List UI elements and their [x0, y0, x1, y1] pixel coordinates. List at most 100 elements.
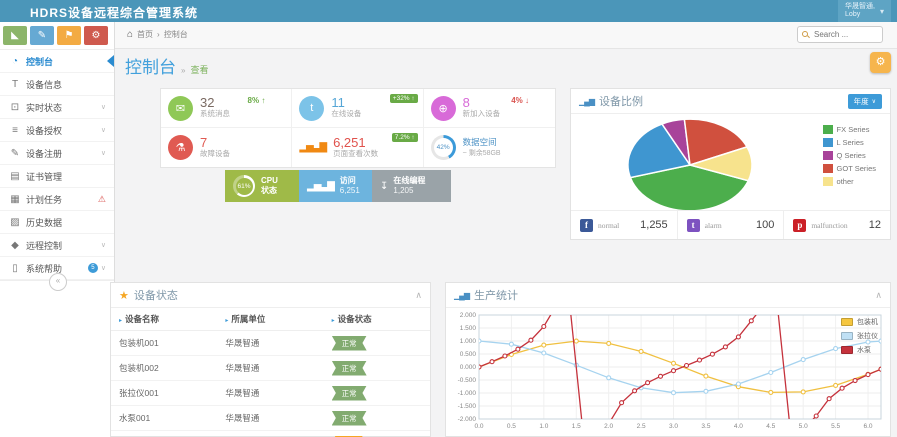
sidebar-nav: ◔ 控制台 T 设备信息 ⊡ 实时状态 ∨ ≡ 设备授权 ∨ ✎ 设备注册 ∨ ▤ 证书管理 ▦ 计划任务 ⚠ ▨ 历… [0, 50, 114, 280]
sidebar-item-label: 控制台 [26, 56, 54, 67]
user-menu[interactable]: 华晟智通, Loby ▾ [838, 0, 891, 22]
axis-tick-label: 1.0 [539, 423, 548, 430]
breadcrumb-home[interactable]: 首页 [137, 30, 154, 39]
footer-value: 1,255 [640, 219, 668, 231]
legend-item-水泵[interactable]: 水泵 [841, 345, 878, 355]
stat-delta: 8% ↑ [247, 96, 266, 105]
axis-tick-label: 2.000 [460, 312, 477, 319]
legend-label: GOT Series [836, 164, 876, 173]
sidebar-item-历史数据[interactable]: ▨ 历史数据 [0, 211, 114, 234]
data-point [541, 350, 547, 356]
data-point [657, 373, 664, 379]
stats-summary-card: ✉ 32 系统消息 8% ↑ t 11 在线设备 +32% ↑ ⊕ 8 新加入设备 4% ↓ ⚗ 7 故障设… [160, 88, 556, 168]
chevron-down-icon: ∨ [100, 242, 106, 249]
sidebar-item-设备注册[interactable]: ✎ 设备注册 ∨ [0, 142, 114, 165]
area-chart-button[interactable]: ◣ [3, 26, 27, 45]
shirt-button[interactable]: ⚑ [57, 26, 81, 45]
chevron-down-icon: ∨ [100, 104, 106, 111]
pie-slice-L Series [627, 123, 692, 179]
data-point [508, 341, 514, 347]
device-status-cell: 警告 [323, 430, 430, 437]
home-icon[interactable]: ⌂ [127, 29, 134, 40]
legend-item-包装机[interactable]: 包装机 [841, 317, 878, 327]
sidebar-item-设备授权[interactable]: ≡ 设备授权 ∨ [0, 119, 114, 142]
stat-card-页面查看次数: ▂▅▃▇ 6,251 页面查看次数 7.2% ↑ [292, 128, 424, 167]
sidebar-item-计划任务[interactable]: ▦ 计划任务 ⚠ [0, 188, 114, 211]
table-row: 包装机001 华晟智通 正常 [111, 330, 430, 356]
sidebar-item-远程控制[interactable]: ◆ 远程控制 ∨ [0, 234, 114, 257]
device-ratio-header: ▁▄▆ 设备比例 年度 ∨ [571, 89, 890, 114]
line-chart: -2.000 -1.500 -1.000 -0.500 0.000 0.500 1.000 1… [458, 312, 882, 430]
settings-gear-button[interactable]: ⚙ [870, 52, 891, 73]
chevron-down-icon: ∨ [871, 98, 876, 105]
production-panel: ▁▄▆ 生产统计 ∧ -2.000 -1.500 -1.000 -0.500 0.000… [445, 282, 891, 437]
legend-item-Q Series[interactable]: Q Series [822, 151, 876, 160]
pie-slice-GOT Series [683, 118, 749, 166]
data-point [722, 344, 728, 350]
data-point [735, 381, 741, 387]
sidebar-item-实时状态[interactable]: ⊡ 实时状态 ∨ [0, 96, 114, 119]
view-link[interactable]: 查看 [190, 65, 209, 75]
sidebar-item-证书管理[interactable]: ▤ 证书管理 [0, 165, 114, 188]
list-icon: ≡ [12, 124, 18, 136]
sidebar-collapse-button[interactable]: « [49, 273, 67, 291]
status-badge: 正常 [331, 335, 367, 351]
column-header-所属单位[interactable]: ▸ 所属单位 [217, 307, 324, 331]
pie-legend: FX Series L Series Q Series GOT Series other [822, 125, 876, 190]
data-point [696, 357, 703, 363]
column-header-设备名称[interactable]: ▸ 设备名称 [111, 307, 218, 331]
download-icon: ↧ [380, 180, 388, 192]
bar-chart-icon: ▁▄▆ [454, 290, 470, 300]
comment-icon: ✉ [168, 95, 193, 121]
collapse-chevron-icon[interactable]: ∧ [875, 289, 882, 300]
data-point [528, 337, 534, 343]
stat-delta-badge: +32% ↑ [389, 94, 418, 103]
sidebar-item-控制台[interactable]: ◔ 控制台 [0, 50, 114, 73]
breadcrumb-current: 控制台 [163, 30, 188, 39]
data-point [768, 389, 774, 395]
pinterest-icon: p [793, 218, 807, 232]
stat-card-故障设备: ⚗ 7 故障设备 [161, 128, 293, 167]
column-header-设备状态[interactable]: ▸ 设备状态 [323, 307, 430, 331]
device-status-cell: 正常 [323, 355, 430, 381]
search-icon [802, 31, 809, 38]
legend-swatch [841, 318, 853, 326]
axis-tick-label: 1.5 [572, 423, 581, 430]
pie-chart [627, 118, 753, 212]
stat-card-数据空间: 42% 数据空间 ~ 剩余58GB [424, 128, 555, 167]
period-filter-button[interactable]: 年度 ∨ [847, 93, 882, 109]
calendar-icon: ▦ [10, 193, 20, 205]
pencil-button[interactable]: ✎ [30, 26, 54, 45]
triangle-icon: ▸ [331, 318, 335, 324]
cogs-button[interactable]: ⚙ [84, 26, 108, 45]
legend-item-FX Series[interactable]: FX Series [822, 125, 876, 134]
sidebar-item-设备信息[interactable]: T 设备信息 [0, 73, 114, 96]
axis-tick-label: 1.500 [460, 325, 477, 332]
sidebar-item-label: 设备信息 [26, 79, 63, 90]
legend-item-other[interactable]: other [822, 177, 876, 186]
data-point [878, 366, 881, 372]
device-ratio-footer: f normal 1,255 t alarm 100 p malfunction 12 [571, 210, 890, 239]
stat-sublabel: ~ 剩余58GB [462, 149, 501, 157]
legend-label: FX Series [836, 125, 870, 134]
axis-tick-label: 2.0 [604, 423, 613, 430]
search-input[interactable] [812, 29, 878, 40]
line-chart-legend: 包装机 张拉仪 水泵 [841, 317, 878, 355]
legend-label: Q Series [836, 151, 866, 160]
chevron-down-icon: ▾ [879, 6, 884, 16]
legend-item-L Series[interactable]: L Series [822, 138, 876, 147]
collapse-chevron-icon[interactable]: ∧ [415, 289, 422, 300]
footer-value: 100 [755, 219, 775, 231]
legend-item-GOT Series[interactable]: GOT Series [822, 164, 876, 173]
device-name-cell: 包装机005 [111, 430, 218, 437]
stat-value: 6,251 [333, 134, 366, 150]
footer-label: alarm [704, 220, 722, 230]
legend-item-张拉仪[interactable]: 张拉仪 [841, 331, 878, 341]
sidebar-item-label: 历史数据 [26, 217, 63, 228]
legend-swatch [841, 346, 853, 354]
legend-swatch [822, 151, 833, 160]
table-row: 水泵001 华晟智通 正常 [111, 405, 430, 431]
series-line-水泵 [479, 315, 881, 419]
device-status-header: ★ 设备状态 ∧ [111, 283, 430, 307]
